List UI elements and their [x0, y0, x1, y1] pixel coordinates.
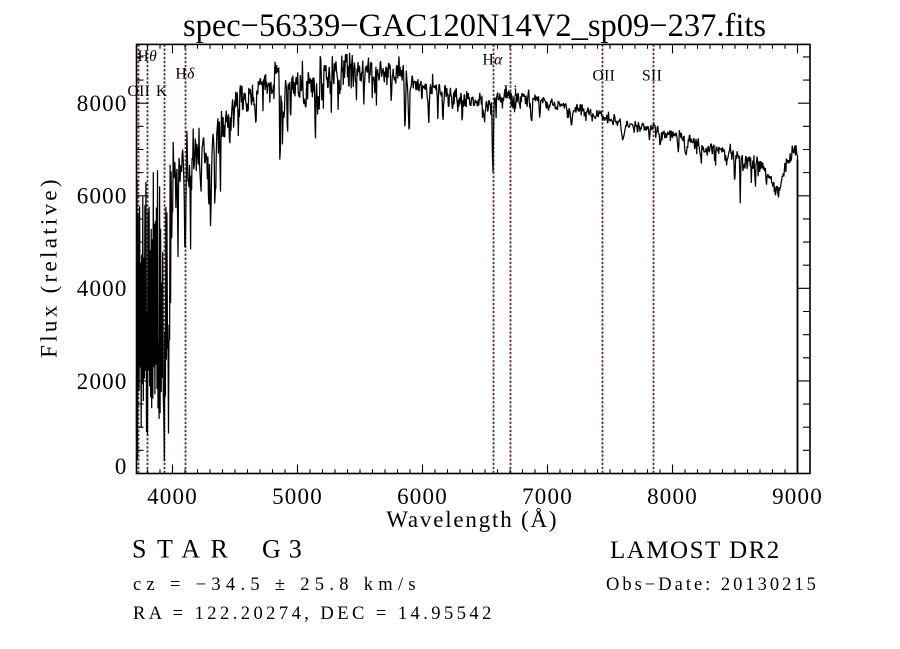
svg-text:STAR: STAR: [132, 535, 238, 564]
svg-text:7000: 7000: [522, 484, 573, 509]
svg-text:5000: 5000: [272, 484, 323, 509]
svg-text:OII: OII: [593, 68, 616, 85]
svg-text:spec−56339−GAC120N14V2_sp09−23: spec−56339−GAC120N14V2_sp09−237.fits: [183, 8, 766, 44]
svg-text:9000: 9000: [772, 484, 823, 509]
svg-text:4000: 4000: [147, 484, 198, 509]
svg-text:SII: SII: [642, 68, 662, 85]
svg-text:2000: 2000: [77, 369, 128, 394]
svg-text:Flux (relative): Flux (relative): [37, 176, 62, 358]
svg-text:Obs−Date: 20130215: Obs−Date: 20130215: [606, 575, 819, 595]
svg-text:Hα: Hα: [483, 52, 504, 69]
svg-text:RA = 122.20274, DEC = 14.9554: RA = 122.20274, DEC = 14.95542: [133, 604, 495, 624]
svg-text:Hδ: Hδ: [176, 66, 196, 83]
svg-text:OII: OII: [128, 83, 151, 100]
svg-text:cz = −34.5 ± 25.8 km/s: cz = −34.5 ± 25.8 km/s: [133, 575, 421, 595]
svg-text:Wavelength (Å): Wavelength (Å): [386, 507, 558, 532]
svg-text:K: K: [156, 83, 168, 100]
svg-text:LAMOST DR2: LAMOST DR2: [610, 537, 781, 564]
svg-text:G3: G3: [262, 535, 310, 564]
svg-text:8000: 8000: [77, 91, 128, 116]
svg-text:6000: 6000: [397, 484, 448, 509]
svg-text:0: 0: [115, 454, 128, 479]
svg-text:Li: Li: [504, 83, 519, 100]
svg-text:4000: 4000: [77, 276, 128, 301]
svg-text:8000: 8000: [647, 484, 698, 509]
svg-text:Hθ: Hθ: [138, 48, 158, 65]
svg-text:6000: 6000: [77, 184, 128, 209]
